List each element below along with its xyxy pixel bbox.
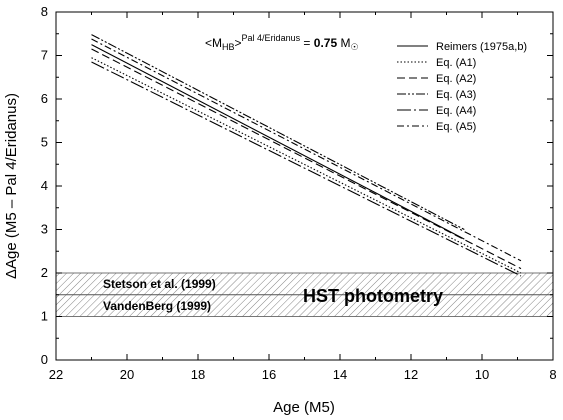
y-tick-label: 4 bbox=[41, 178, 48, 193]
mass-annotation: <MHB>Pal 4/Eridanus = 0.75 M☉ bbox=[205, 33, 359, 52]
ann-value: 0.75 bbox=[314, 36, 338, 50]
legend-label-2: Eq. (A2) bbox=[436, 73, 476, 85]
series-line-2 bbox=[91, 48, 522, 270]
ann-unit: M bbox=[337, 36, 350, 50]
y-tick-label: 2 bbox=[41, 265, 48, 280]
x-tick-label: 22 bbox=[49, 367, 63, 382]
ann-sun: ☉ bbox=[350, 42, 358, 52]
y-tick-label: 8 bbox=[41, 4, 48, 19]
x-tick-label: 20 bbox=[120, 367, 134, 382]
series-line-4 bbox=[91, 61, 522, 277]
legend: Reimers (1975a,b) Eq. (A1) Eq. (A2) Eq. (A3… bbox=[397, 41, 527, 133]
band-label-vandenberg: VandenBerg (1999) bbox=[103, 299, 211, 313]
y-tick-label: 6 bbox=[41, 91, 48, 106]
x-tick-label: 14 bbox=[333, 367, 347, 382]
legend-label-3: Eq. (A3) bbox=[436, 89, 476, 101]
y-tick-label: 5 bbox=[41, 135, 48, 150]
x-tick-label: 8 bbox=[549, 367, 556, 382]
ann-eq: = bbox=[300, 36, 314, 50]
band-title: HST photometry bbox=[303, 286, 443, 306]
x-tick-label: 18 bbox=[191, 367, 205, 382]
y-tick-label: 1 bbox=[41, 309, 48, 324]
legend-label-0: Reimers (1975a,b) bbox=[436, 41, 527, 53]
x-tick-label: 16 bbox=[262, 367, 276, 382]
legend-label-1: Eq. (A1) bbox=[436, 57, 476, 69]
series-line-1 bbox=[91, 57, 522, 274]
x-axis-label: Age (M5) bbox=[273, 399, 335, 416]
y-tick-label: 3 bbox=[41, 222, 48, 237]
legend-label-5: Eq. (A5) bbox=[436, 121, 476, 133]
y-axis-label: ΔAge (M5 – Pal 4/Eridanus) bbox=[3, 93, 20, 279]
series-lines bbox=[91, 34, 522, 277]
series-line-5 bbox=[91, 38, 522, 262]
legend-label-4: Eq. (A4) bbox=[436, 105, 476, 117]
series-line-0 bbox=[91, 44, 465, 240]
band-label-stetson: Stetson et al. (1999) bbox=[103, 277, 216, 291]
ann-sub: HB bbox=[222, 42, 235, 52]
x-tick-label: 10 bbox=[475, 367, 489, 382]
ann-mid: > bbox=[235, 36, 242, 50]
y-tick-label: 0 bbox=[41, 352, 48, 367]
series-line-3 bbox=[91, 34, 465, 230]
x-tick-label: 12 bbox=[404, 367, 418, 382]
y-tick-label: 7 bbox=[41, 48, 48, 63]
ann-sup: Pal 4/Eridanus bbox=[242, 33, 301, 43]
ann-prefix: <M bbox=[205, 36, 222, 50]
